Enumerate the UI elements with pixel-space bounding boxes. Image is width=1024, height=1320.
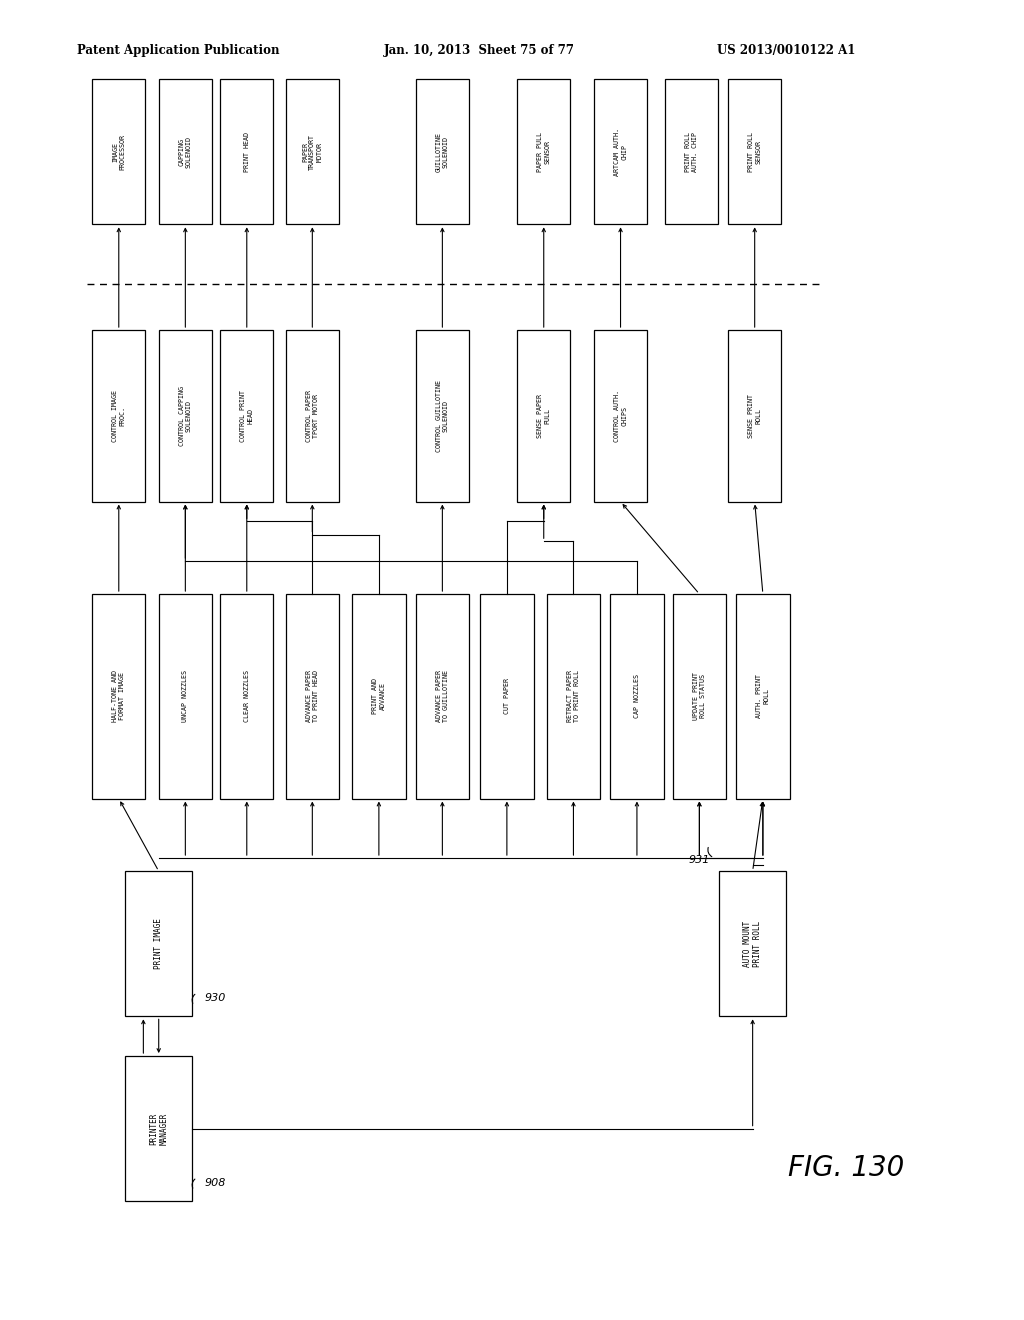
Bar [220,79,273,224]
Text: PRINT AND
ADVANCE: PRINT AND ADVANCE [373,678,385,714]
Bar [728,79,781,224]
Text: AUTH. PRINT
ROLL: AUTH. PRINT ROLL [757,675,769,718]
Text: GUILLOTINE
SOLENOID: GUILLOTINE SOLENOID [436,132,449,172]
Bar [125,871,193,1016]
Text: AUTO MOUNT
PRINT ROLL: AUTO MOUNT PRINT ROLL [743,920,762,968]
Text: 930: 930 [205,993,225,1003]
Text: PRINT HEAD: PRINT HEAD [244,132,250,172]
Text: CONTROL GUILLOTINE
SOLENOID: CONTROL GUILLOTINE SOLENOID [436,380,449,451]
Bar [159,79,212,224]
Bar [159,330,212,502]
Bar [286,79,339,224]
Text: CAPPING
SOLENOID: CAPPING SOLENOID [179,136,191,168]
Bar [352,594,406,799]
Bar [286,594,339,799]
Text: 908: 908 [205,1177,225,1188]
Bar [673,594,726,799]
Bar [719,871,786,1016]
Text: CLEAR NOZZLES: CLEAR NOZZLES [244,671,250,722]
Text: FIG. 130: FIG. 130 [788,1154,905,1183]
Bar [610,594,664,799]
Text: SENSE PAPER
PULL: SENSE PAPER PULL [538,393,550,438]
Text: RETRACT PAPER
TO PRINT ROLL: RETRACT PAPER TO PRINT ROLL [567,671,580,722]
Text: CONTROL PRINT
HEAD: CONTROL PRINT HEAD [241,389,253,442]
Text: Patent Application Publication: Patent Application Publication [77,44,280,57]
Bar [416,330,469,502]
Text: CUT PAPER: CUT PAPER [504,678,510,714]
Bar [517,330,570,502]
Bar [220,594,273,799]
Bar [517,79,570,224]
Bar [125,1056,193,1201]
Bar [665,79,718,224]
Bar [286,330,339,502]
Text: CONTROL IMAGE
PROC.: CONTROL IMAGE PROC. [113,389,125,442]
Text: Jan. 10, 2013  Sheet 75 of 77: Jan. 10, 2013 Sheet 75 of 77 [384,44,575,57]
Bar [92,594,145,799]
Text: UNCAP NOZZLES: UNCAP NOZZLES [182,671,188,722]
Bar [594,79,647,224]
Text: PAPER PULL
SENSOR: PAPER PULL SENSOR [538,132,550,172]
Text: PRINT ROLL
AUTH. CHIP: PRINT ROLL AUTH. CHIP [685,132,697,172]
Text: PAPER
TRANSPORT
MOTOR: PAPER TRANSPORT MOTOR [302,133,323,170]
Text: 931: 931 [688,854,710,865]
Text: HALF-TONE AND
FORMAT IMAGE: HALF-TONE AND FORMAT IMAGE [113,671,125,722]
Bar [416,594,469,799]
Text: CONTROL PAPER
TPORT MOTOR: CONTROL PAPER TPORT MOTOR [306,389,318,442]
Bar [159,594,212,799]
Text: IMAGE
PROCESSOR: IMAGE PROCESSOR [113,133,125,170]
Bar [547,594,600,799]
Bar [220,330,273,502]
Bar [92,79,145,224]
Text: ADVANCE PAPER
TO PRINT HEAD: ADVANCE PAPER TO PRINT HEAD [306,671,318,722]
Text: UPDATE PRINT
ROLL STATUS: UPDATE PRINT ROLL STATUS [693,672,706,721]
Bar [736,594,790,799]
Text: SENSE PRINT
ROLL: SENSE PRINT ROLL [749,393,761,438]
Text: PRINT IMAGE: PRINT IMAGE [155,919,163,969]
Text: ARTCAM AUTH.
CHIP: ARTCAM AUTH. CHIP [614,128,627,176]
Bar [480,594,534,799]
Bar [728,330,781,502]
Text: US 2013/0010122 A1: US 2013/0010122 A1 [717,44,855,57]
Bar [594,330,647,502]
Text: CAP NOZZLES: CAP NOZZLES [634,675,640,718]
Text: PRINTER
MANAGER: PRINTER MANAGER [150,1113,168,1144]
Text: ADVANCE PAPER
TO GUILLOTINE: ADVANCE PAPER TO GUILLOTINE [436,671,449,722]
Text: PRINT ROLL
SENSOR: PRINT ROLL SENSOR [749,132,761,172]
Bar [92,330,145,502]
Text: CONTROL AUTH.
CHIPS: CONTROL AUTH. CHIPS [614,389,627,442]
Text: CONTROL CAPPING
SOLENOID: CONTROL CAPPING SOLENOID [179,385,191,446]
Bar [416,79,469,224]
